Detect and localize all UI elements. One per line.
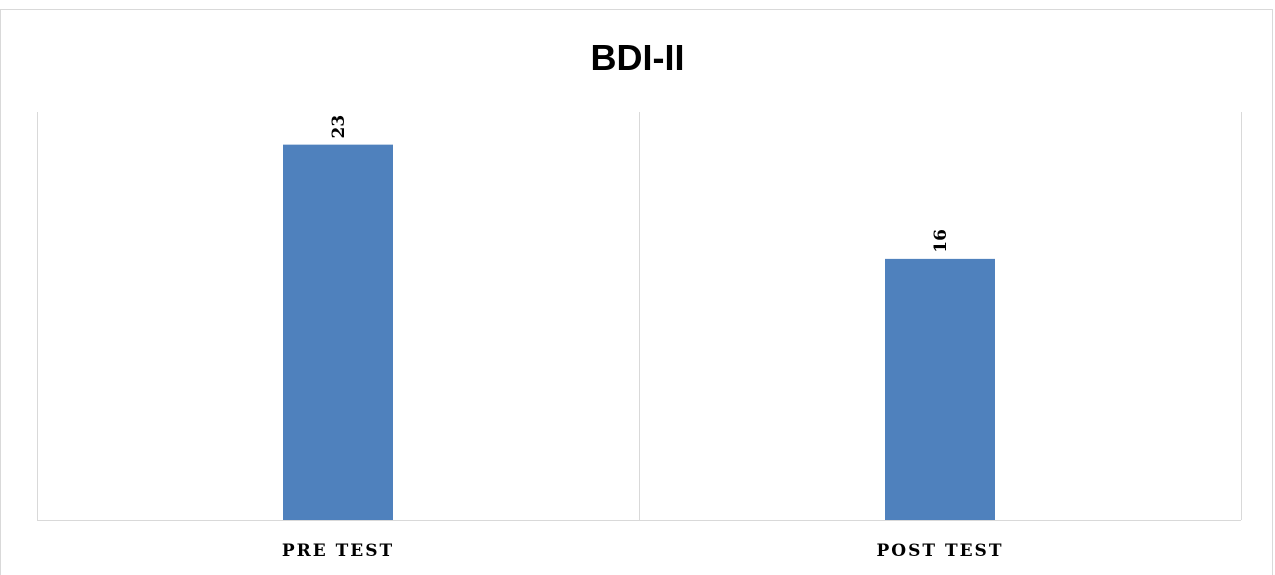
bar-post-test xyxy=(885,258,995,520)
x-tick-labels-group: PRE TEST POST TEST xyxy=(282,541,1004,561)
x-tick-label: PRE TEST xyxy=(282,541,394,561)
data-labels-group: 23 16 xyxy=(329,115,951,253)
data-label: 16 xyxy=(931,229,951,253)
bars-group xyxy=(283,144,995,520)
x-tick-label: POST TEST xyxy=(877,541,1004,561)
data-label: 23 xyxy=(329,115,349,139)
chart-title: BDI-II xyxy=(590,37,685,78)
chart-frame xyxy=(0,9,1273,575)
bar-pre-test xyxy=(283,144,393,520)
